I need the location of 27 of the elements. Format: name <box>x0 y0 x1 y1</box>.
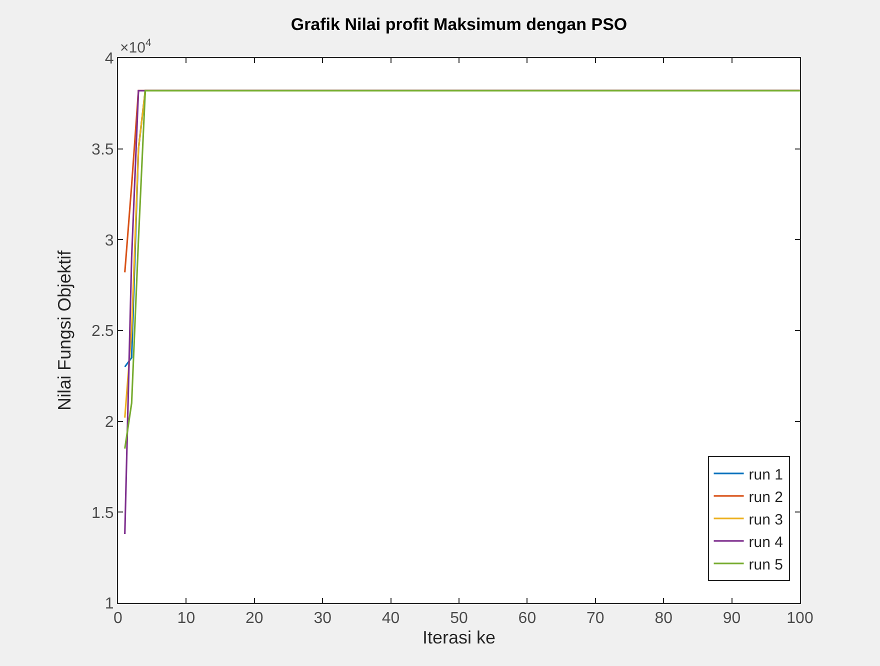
x-tick-label: 30 <box>314 610 332 628</box>
x-tick-label: 50 <box>450 610 468 628</box>
x-tick-label: 10 <box>177 610 196 628</box>
y-tick-label: 3 <box>104 232 114 250</box>
y-tick-label: 1 <box>104 596 114 613</box>
y-tick-label: 3.5 <box>92 141 114 158</box>
x-tick-label: 0 <box>114 610 123 628</box>
text: ×10$^{4}$ <box>120 37 152 56</box>
y-tick-label: 1.5 <box>92 504 114 522</box>
y-tick-label: 4 <box>104 50 114 68</box>
y-axis-title: Nilai Fungsi Objektif <box>54 249 75 411</box>
legend-label: run 1 <box>748 466 783 484</box>
x-tick-label: 80 <box>654 610 673 628</box>
x-axis-title: Iterasi ke <box>422 627 496 648</box>
x-tick-label: 90 <box>722 610 741 628</box>
legend-label: run 4 <box>748 534 783 551</box>
x-tick-label: 40 <box>382 610 400 628</box>
x-tick-label: 20 <box>246 610 264 628</box>
legend-label: run 5 <box>748 556 783 574</box>
x-tick-label: 70 <box>586 610 604 628</box>
x-tick-label: 100 <box>786 610 814 628</box>
y-tick-label: 2 <box>104 414 114 431</box>
legend-label: run 2 <box>748 488 783 506</box>
y-tick-label: 2.5 <box>92 323 114 340</box>
chart-title: Grafik Nilai profit Maksimum dengan PSO <box>290 14 628 34</box>
x-tick-label: 60 <box>518 610 536 628</box>
legend-label: run 3 <box>748 511 783 528</box>
